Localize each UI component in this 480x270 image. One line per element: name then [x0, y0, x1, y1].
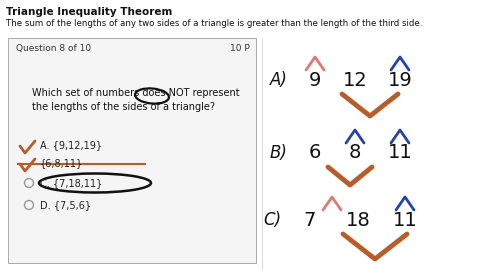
Text: C): C) [263, 211, 281, 229]
Text: 18: 18 [346, 211, 371, 229]
Text: 9: 9 [309, 70, 321, 89]
Text: A): A) [270, 71, 288, 89]
Text: 12: 12 [343, 70, 367, 89]
Text: 7: 7 [304, 211, 316, 229]
Text: Which set of numbers does NOT represent: Which set of numbers does NOT represent [32, 88, 240, 98]
Text: 19: 19 [388, 70, 412, 89]
Text: {6,8,11}: {6,8,11} [40, 158, 83, 168]
FancyBboxPatch shape [8, 38, 256, 263]
Text: Triangle Inequality Theorem: Triangle Inequality Theorem [6, 7, 172, 17]
Text: 11: 11 [388, 143, 412, 163]
Text: 10 P: 10 P [230, 44, 250, 53]
Text: B): B) [270, 144, 288, 162]
Text: the lengths of the sides of a triangle?: the lengths of the sides of a triangle? [32, 102, 215, 112]
Text: D. {7,5,6}: D. {7,5,6} [40, 200, 91, 210]
Text: C. {7,18,11}: C. {7,18,11} [40, 178, 102, 188]
Text: A. {9,12,19}: A. {9,12,19} [40, 140, 102, 150]
Text: 8: 8 [349, 143, 361, 163]
Text: Question 8 of 10: Question 8 of 10 [16, 44, 91, 53]
Text: 6: 6 [309, 143, 321, 163]
Text: 11: 11 [393, 211, 418, 229]
Text: The sum of the lengths of any two sides of a triangle is greater than the length: The sum of the lengths of any two sides … [6, 19, 422, 28]
